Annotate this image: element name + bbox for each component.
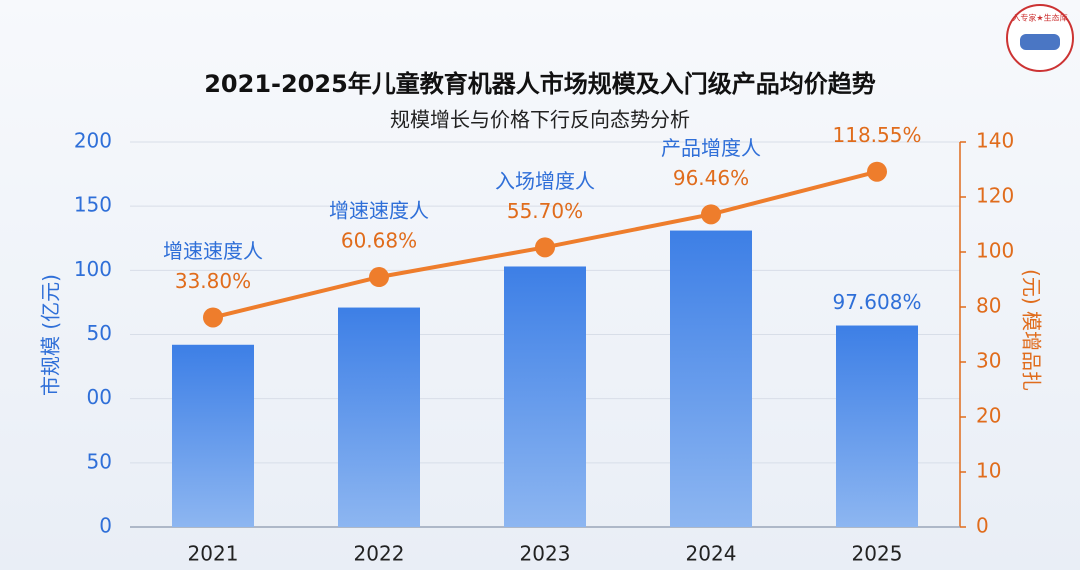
y2-axis-title: (元) 模增品扎	[1020, 269, 1044, 391]
bar	[836, 325, 918, 527]
line-point	[369, 267, 389, 288]
line-point	[203, 307, 223, 328]
y2-tick-label: 120	[976, 184, 1014, 208]
logo-car	[1020, 34, 1060, 50]
x-tick-label: 2022	[354, 542, 405, 566]
line-point	[535, 237, 555, 258]
bar	[172, 344, 254, 527]
point-label: 入场增度人	[495, 169, 595, 193]
chart-subtitle: 规模增长与价格下行反向态势分析	[390, 108, 690, 132]
y-tick-label: 50	[87, 449, 112, 473]
x-tick-label: 2024	[686, 542, 737, 566]
y2-tick-label: 100	[976, 239, 1014, 263]
bar	[670, 230, 752, 528]
point-label: 55.70%	[507, 199, 583, 223]
y-tick-label: 00	[87, 385, 112, 409]
point-label: 增速速度人	[163, 239, 263, 263]
logo: 入专家★生态库	[1006, 4, 1074, 72]
line-point	[701, 204, 721, 225]
y-tick-label: 50	[87, 321, 112, 345]
y-tick-label: 150	[74, 193, 112, 217]
y2-tick-label: 80	[976, 294, 1001, 318]
x-tick-label: 2023	[520, 542, 571, 566]
x-tick-label: 2025	[852, 542, 903, 566]
point-label: 60.68%	[341, 229, 417, 253]
line-point	[867, 161, 887, 182]
bar	[338, 307, 420, 527]
point-label: 产品增度人	[661, 136, 761, 160]
y2-tick-label: 0	[976, 514, 989, 538]
bar	[504, 266, 586, 527]
x-tick-label: 2021	[188, 542, 239, 566]
y-axis-title: 市规模 (亿元)	[39, 274, 63, 396]
y2-tick-label: 10	[976, 459, 1001, 483]
point-label: 增速速度人	[329, 199, 429, 223]
y2-tick-label: 20	[976, 404, 1001, 428]
logo-text: 入专家★生态库	[1012, 13, 1067, 23]
bar-label: 97.608%	[833, 290, 922, 314]
y-tick-label: 0	[99, 514, 112, 538]
y-tick-label: 200	[74, 129, 112, 153]
chart-title: 2021-2025年儿童教育机器人市场规模及入门级产品均价趋势	[204, 70, 876, 98]
y-tick-label: 100	[74, 257, 112, 281]
y2-tick-label: 30	[976, 349, 1001, 373]
point-label: 118.55%	[833, 123, 922, 147]
y2-tick-label: 140	[976, 129, 1014, 153]
point-label: 96.46%	[673, 166, 749, 190]
point-label: 33.80%	[175, 269, 251, 293]
